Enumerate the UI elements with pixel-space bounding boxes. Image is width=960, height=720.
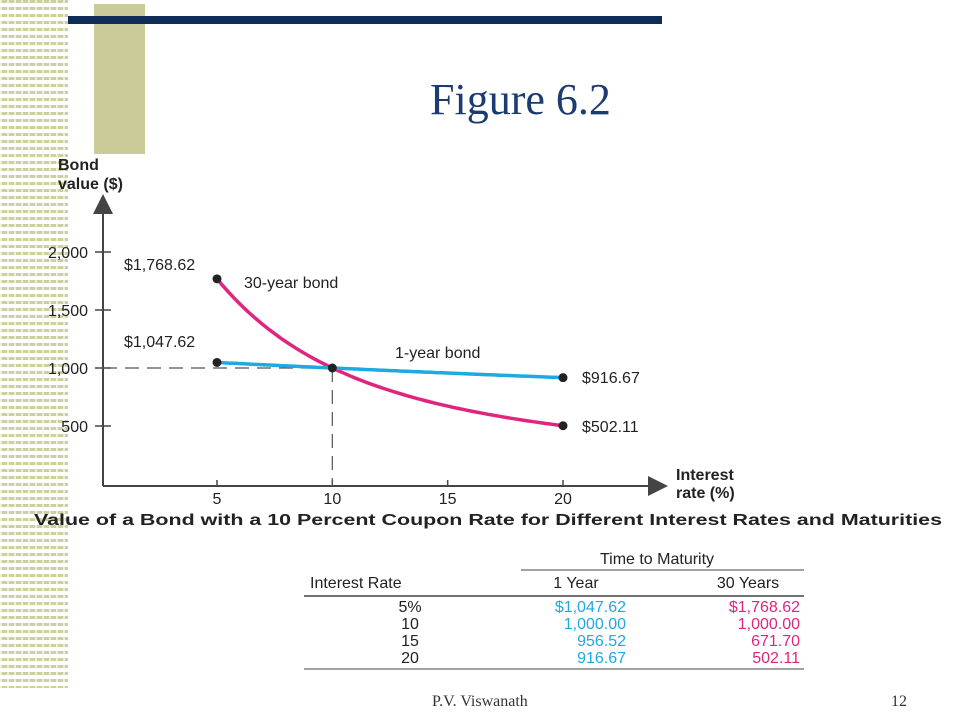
slide-title: Figure 6.2 — [430, 75, 611, 124]
y-axis-label-line2: value ($) — [58, 176, 123, 193]
table-header-1yr: 1 Year — [553, 575, 599, 592]
x-tick-label: 10 — [323, 491, 341, 508]
decorative-stripes — [0, 0, 68, 688]
table-cell-rate: 5% — [398, 599, 421, 616]
y-tick-label: 1,000 — [48, 361, 88, 378]
x-tick-label: 15 — [439, 491, 457, 508]
data-point — [327, 363, 337, 373]
series-label-1-year: 1-year bond — [395, 345, 480, 362]
table-cell-30yr: 671.70 — [751, 633, 800, 650]
bond-value-table: Time to Maturity Interest Rate 1 Year 30… — [304, 551, 804, 670]
table-group-header: Time to Maturity — [600, 551, 714, 568]
y-tick-label: 500 — [61, 419, 88, 436]
table-header-30yr: 30 Years — [717, 575, 779, 592]
data-label-30yr-end: $502.11 — [582, 419, 639, 436]
table-cell-rate: 15 — [401, 633, 419, 650]
table-cell-30yr: 502.11 — [752, 650, 800, 667]
series-line-1-year — [216, 360, 564, 380]
series-label-30-year: 30-year bond — [244, 275, 338, 292]
data-point — [212, 274, 222, 284]
x-axis-label-line1: Interest — [676, 467, 734, 484]
chart-caption: Value of a Bond with a 10 Percent Coupon… — [34, 512, 942, 529]
footer-page-number: 12 — [891, 693, 907, 710]
y-tick-label: 2,000 — [48, 245, 88, 262]
table-header-rate: Interest Rate — [310, 575, 402, 592]
x-tick-label: 5 — [213, 491, 222, 508]
data-label-1yr-end: $916.67 — [582, 370, 640, 387]
series-line-30-year — [215, 277, 564, 428]
table-cell-rate: 10 — [401, 616, 419, 633]
y-axis-label-line1: Bond — [58, 157, 99, 174]
x-axis-label-line2: rate (%) — [676, 485, 735, 502]
table-cell-1yr: 916.67 — [577, 650, 626, 667]
footer-author: P.V. Viswanath — [432, 693, 528, 710]
table-cell-1yr: 956.52 — [577, 633, 626, 650]
data-point — [558, 373, 568, 383]
bond-value-chart: Bond value ($) Interest rate (%) 2,000 1,… — [34, 157, 942, 670]
table-cell-1yr: 1,000.00 — [564, 616, 626, 633]
x-tick-label: 20 — [554, 491, 572, 508]
data-label-1yr-start: $1,047.62 — [124, 334, 195, 351]
title-bar-rule — [68, 16, 662, 24]
data-point — [558, 421, 568, 431]
table-cell-30yr: $1,768.62 — [729, 599, 800, 616]
y-tick-label: 1,500 — [48, 303, 88, 320]
table-cell-30yr: 1,000.00 — [738, 616, 800, 633]
table-cell-1yr: $1,047.62 — [555, 599, 626, 616]
decorative-block — [94, 4, 145, 154]
data-label-30yr-start: $1,768.62 — [124, 257, 195, 274]
table-cell-rate: 20 — [401, 650, 419, 667]
data-point — [212, 357, 222, 367]
